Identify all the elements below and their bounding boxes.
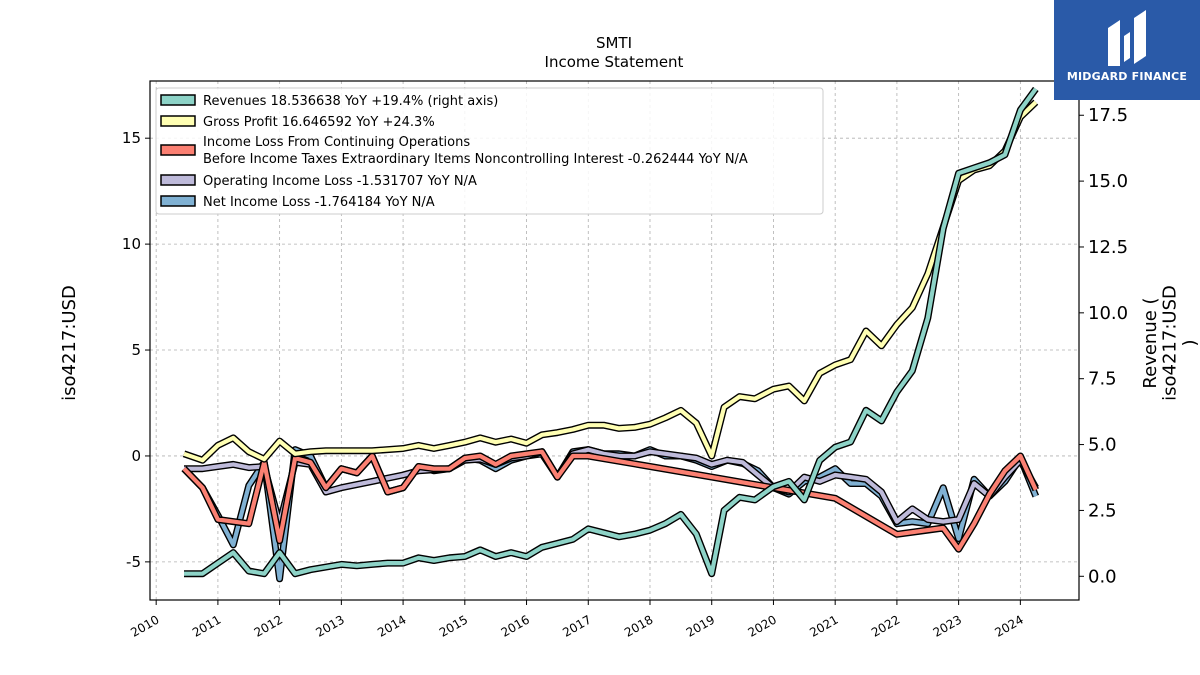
chart-titles: SMTI Income Statement: [545, 34, 684, 71]
left-tick-label: 15: [122, 129, 141, 147]
series-line: [183, 100, 1038, 463]
legend-box: [155, 87, 824, 215]
x-tick-label: 2013: [313, 612, 346, 639]
legend-label-line: Income Loss From Continuing Operations: [203, 135, 470, 150]
series-1: [182, 99, 1039, 464]
x-axis-ticks: 2010 2011 2012 2013 2014 2015 2016 2017 2018 2019…: [128, 600, 1026, 640]
left-tick-label: 0: [131, 447, 141, 465]
legend-swatch: [160, 115, 196, 127]
left-axis-ticks: -5 0 5 10 15: [122, 129, 150, 571]
x-tick-label: 2022: [869, 612, 902, 639]
midgard-finance-logo: MIDGARD FINANCE: [1054, 0, 1200, 100]
chart-subtitle: Income Statement: [545, 53, 684, 71]
left-tick-label: 5: [131, 341, 141, 359]
x-tick-label: 2023: [931, 612, 964, 639]
series-0: [184, 86, 1039, 578]
x-tick-label: 2021: [807, 612, 840, 639]
right-tick-label: 17.5: [1088, 105, 1128, 126]
x-tick-label: 2017: [560, 612, 593, 639]
x-tick-label: 2015: [437, 612, 470, 639]
plot-frame: [149, 80, 1080, 601]
x-tick-label: 2018: [622, 612, 655, 639]
x-tick-label: 2010: [128, 612, 161, 639]
right-tick-label: 7.5: [1088, 369, 1117, 390]
right-tick-label: 0.0: [1088, 566, 1117, 587]
right-axis-label: Revenue (iso4217:USD): [1140, 285, 1200, 401]
chart-title: SMTI: [596, 34, 632, 52]
right-axis-label-line: iso4217:USD: [1160, 285, 1181, 401]
right-tick-label: 2.5: [1088, 500, 1117, 521]
legend-swatch: [160, 94, 196, 106]
left-tick-label: 10: [122, 235, 141, 253]
legend-label: Income Loss From Continuing Operations Be…: [203, 135, 748, 167]
legend-swatch: [160, 174, 196, 186]
x-tick-label: 2012: [252, 612, 285, 639]
left-axis-label: iso4217:USD: [59, 285, 80, 401]
legend-label: Gross Profit 16.646592 YoY +24.3%: [203, 115, 435, 130]
legend-label: Operating Income Loss -1.531707 YoY N/A: [203, 174, 477, 189]
x-tick-label: 2014: [375, 612, 408, 639]
x-tick-label: 2024: [992, 612, 1025, 639]
series-2: [181, 448, 1039, 553]
x-tick-label: 2011: [190, 612, 223, 639]
right-axis-label-line: Revenue (: [1140, 297, 1161, 388]
legend-label: Net Income Loss -1.764184 YoY N/A: [203, 195, 435, 210]
right-axis-ticks: 0.0 2.5 5.0 7.5 10.0 12.5 15.0 17.5: [1079, 105, 1128, 587]
right-axis-label-line: ): [1179, 339, 1200, 346]
left-tick-label: -5: [126, 553, 141, 571]
right-tick-label: 10.0: [1088, 303, 1128, 324]
right-tick-label: 15.0: [1088, 171, 1128, 192]
legend: Revenues 18.536638 YoY +19.4% (right axi…: [155, 87, 824, 215]
logo-text: MIDGARD FINANCE: [1066, 70, 1188, 83]
legend-swatch: [160, 144, 196, 156]
legend-swatch: [160, 195, 196, 207]
series-line: [182, 449, 1038, 552]
x-tick-label: 2020: [745, 612, 778, 639]
x-tick-label: 2016: [499, 612, 532, 639]
midgard-logo-icon: [1108, 10, 1146, 66]
legend-label-line: Before Income Taxes Extraordinary Items …: [203, 152, 748, 167]
right-tick-label: 12.5: [1088, 237, 1128, 258]
legend-label: Revenues 18.536638 YoY +19.4% (right axi…: [203, 94, 498, 109]
x-tick-label: 2019: [684, 612, 717, 639]
right-tick-label: 5.0: [1088, 435, 1117, 456]
series-line: [184, 87, 1038, 576]
series-lines: [181, 86, 1040, 583]
